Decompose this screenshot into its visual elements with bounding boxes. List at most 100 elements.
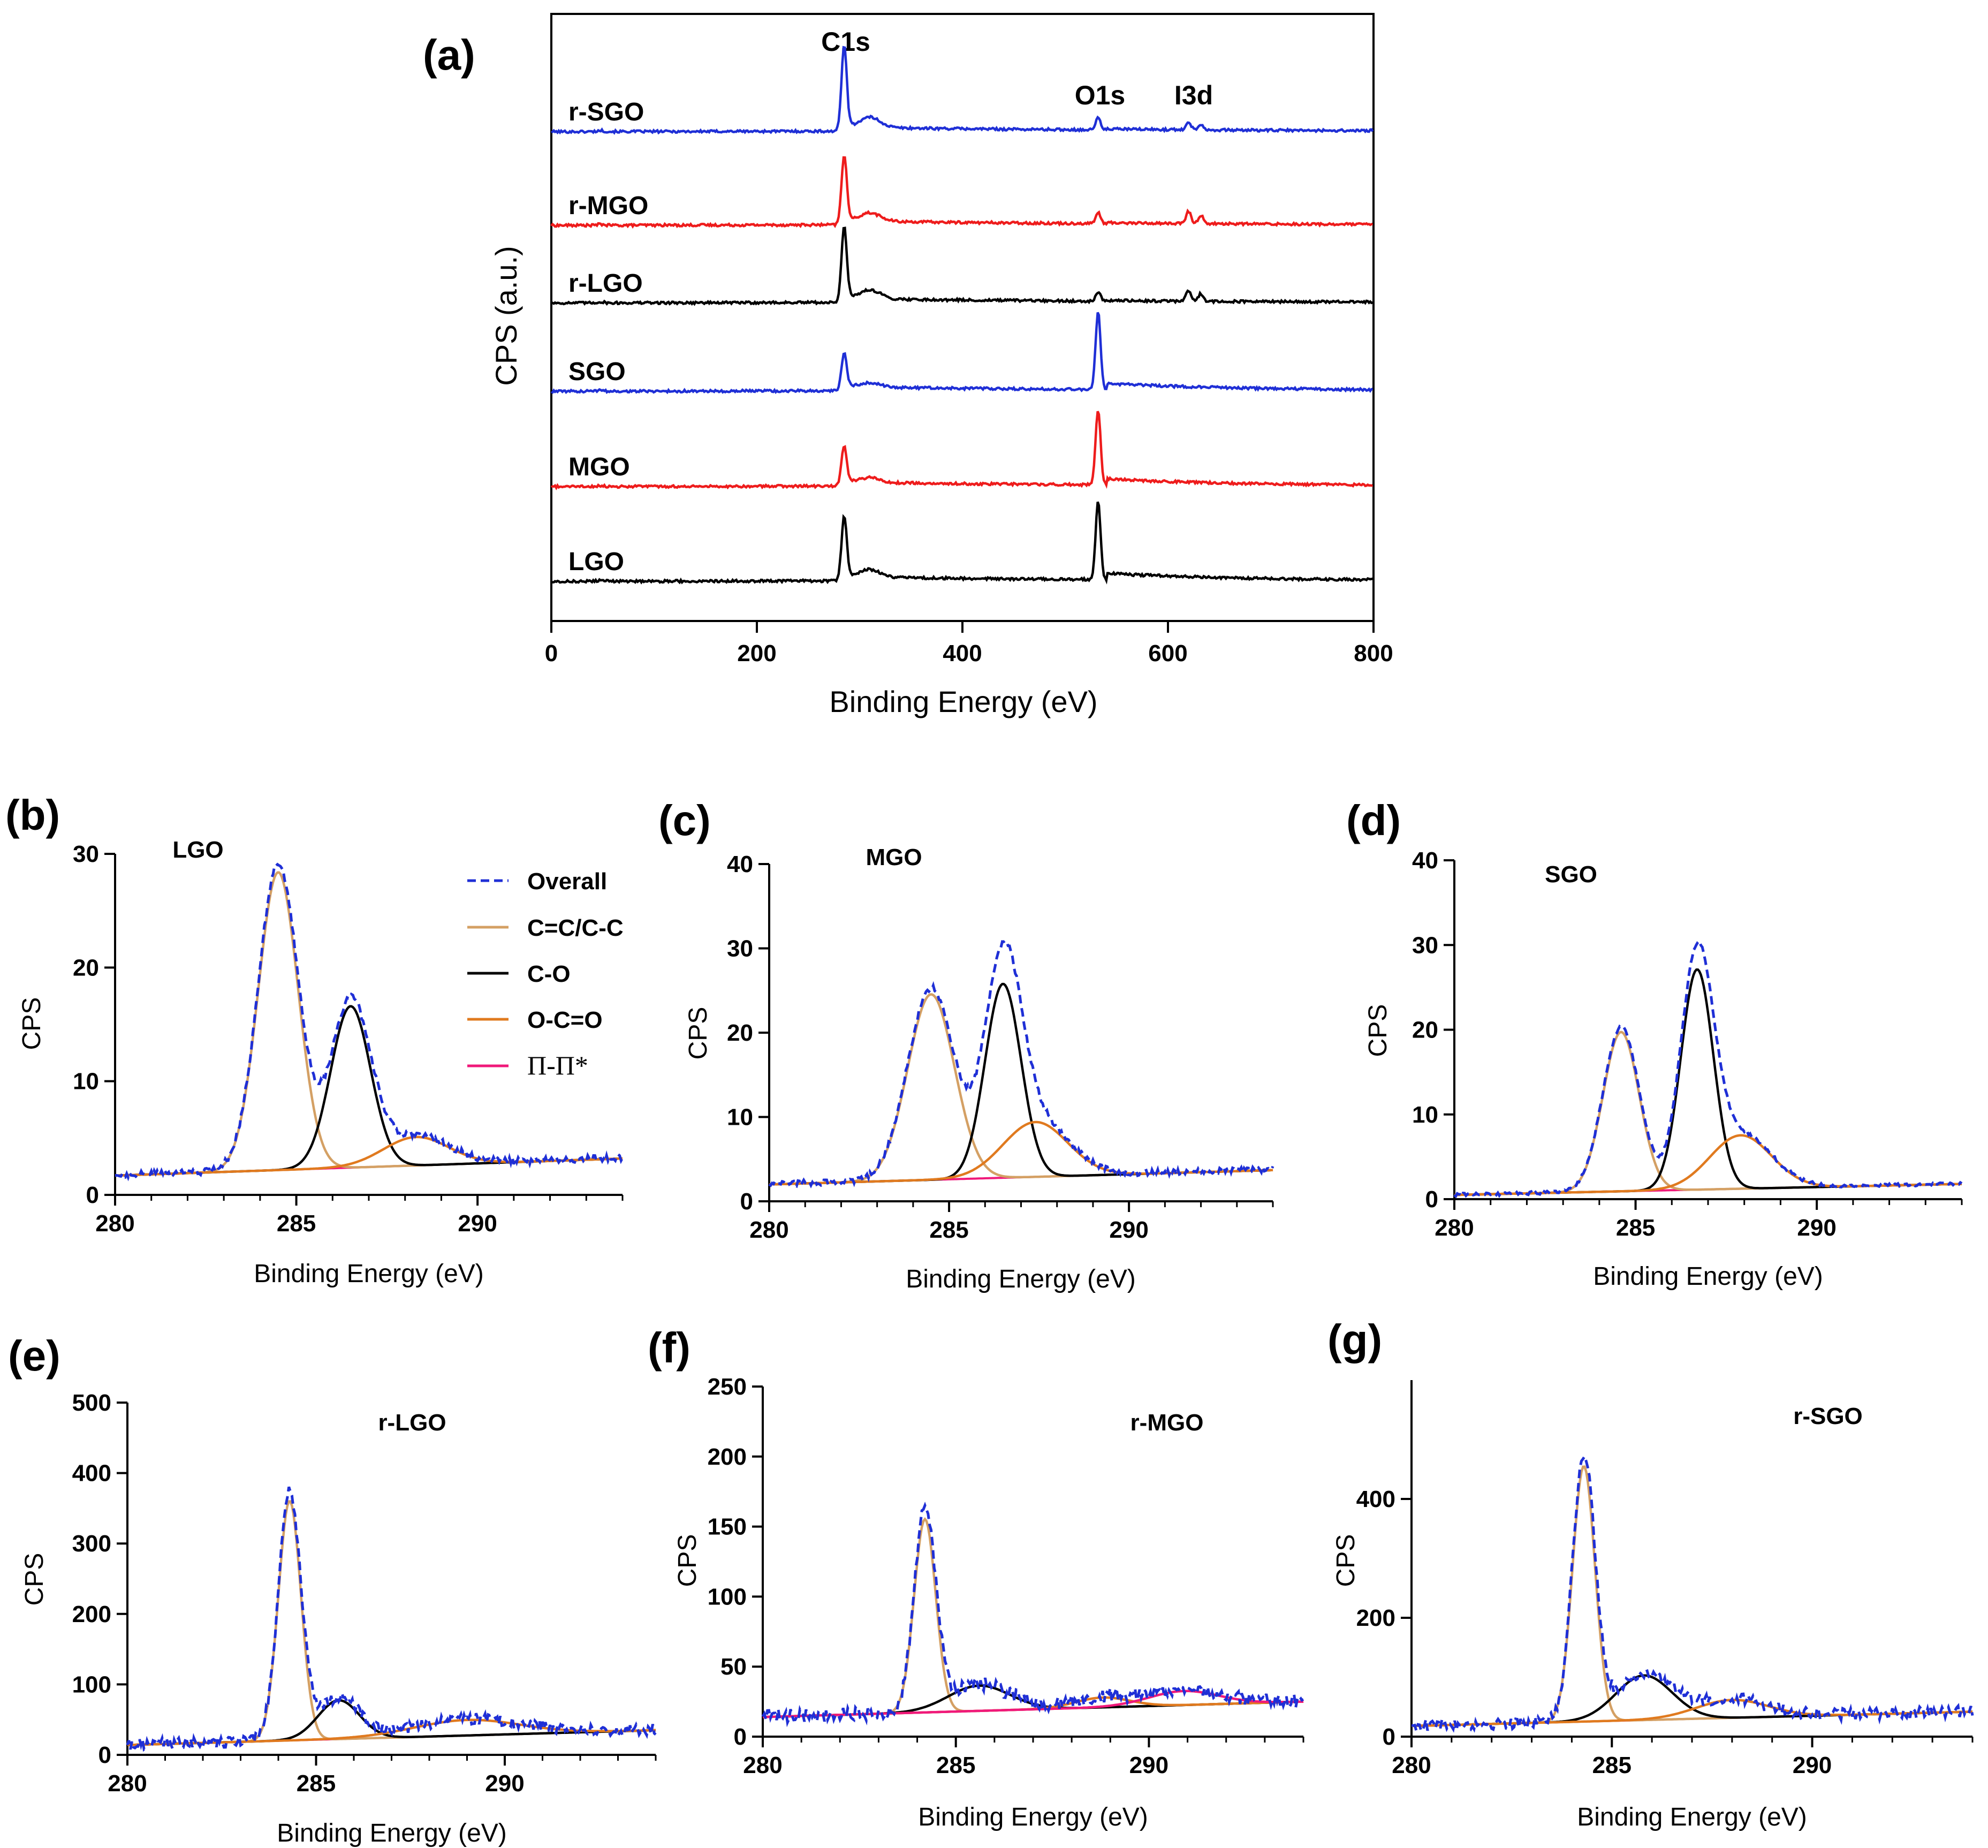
x-tick-label: 285 [277, 1210, 316, 1237]
legend: Overall C=C/C-C C-O O-C=O Π-Π* [467, 868, 624, 1080]
y-axis-label: CPS [673, 1534, 702, 1587]
sample-label-mgo: MGO [568, 453, 630, 481]
sample-title: MGO [866, 844, 922, 870]
x-tick-label: 280 [1435, 1215, 1474, 1241]
legend-label-pipi: Π-Π* [527, 1050, 588, 1080]
panel-d: 280 285 290 0 10 20 30 40 Binding Energy (eV) CPS… [1346, 797, 1963, 1291]
overall-line [126, 1486, 657, 1754]
sample-title: SGO [1545, 861, 1597, 888]
sample-title: r-SGO [1793, 1403, 1863, 1429]
y-tick-label: 0 [740, 1188, 753, 1215]
y-axis-label: CPS [20, 1553, 49, 1606]
sample-title: r-MGO [1130, 1410, 1204, 1436]
sample-title: r-LGO [378, 1410, 446, 1436]
sample-label-sgo: SGO [568, 358, 626, 386]
panel-label: (c) [658, 797, 711, 844]
x-tick-label: 400 [943, 640, 982, 667]
legend-label-occo: O-C=O [527, 1007, 603, 1033]
y-tick-label: 50 [720, 1654, 747, 1680]
peak-label-o1s: O1s [1075, 80, 1126, 110]
y-tick-label: 400 [1356, 1486, 1395, 1512]
y-tick-label: 20 [73, 955, 99, 981]
overall-line [761, 1502, 1304, 1728]
legend-label-overall: Overall [527, 868, 607, 895]
overall-line [768, 938, 1274, 1190]
y-tick-label: 500 [72, 1390, 111, 1416]
y-axis-label: CPS (a.u.) [489, 246, 523, 385]
y-axis-label: CPS [18, 997, 46, 1050]
legend-label-cc: C=C/C-C [527, 915, 624, 941]
x-axis-label: Binding Energy (eV) [829, 685, 1097, 718]
y-tick-label: 400 [72, 1460, 111, 1487]
y-tick-label: 0 [1425, 1186, 1438, 1213]
spectrum-line-r-mgo [550, 156, 1374, 229]
y-tick-label: 40 [727, 851, 753, 877]
y-tick-label: 200 [72, 1601, 111, 1627]
spectrum-line-sgo [551, 312, 1374, 395]
x-axis-label: Binding Energy (eV) [1577, 1803, 1807, 1831]
x-axis-label: Binding Energy (eV) [1593, 1262, 1823, 1291]
y-tick-label: 10 [73, 1069, 99, 1095]
panel-label: (g) [1327, 1316, 1382, 1364]
x-tick-label: 280 [1392, 1752, 1431, 1778]
y-tick-label: 10 [1412, 1102, 1438, 1128]
x-axis-label: Binding Energy (eV) [277, 1819, 507, 1847]
sample-title: LGO [172, 837, 223, 863]
x-tick-label: 285 [1616, 1215, 1655, 1241]
y-tick-label: 30 [1412, 932, 1438, 958]
y-tick-label: 0 [98, 1742, 111, 1768]
sample-label-r-mgo: r-MGO [568, 192, 648, 220]
panel-label: (d) [1346, 797, 1401, 844]
overall-line [1411, 1453, 1974, 1736]
x-axis-label: Binding Energy (eV) [906, 1265, 1136, 1293]
legend-label-co: C-O [527, 961, 571, 987]
x-tick-label: 600 [1148, 640, 1187, 667]
x-tick-label: 290 [1793, 1752, 1832, 1778]
spectrum-line-r-lgo [551, 226, 1374, 306]
y-tick-label: 20 [727, 1020, 753, 1046]
x-axis-label: Binding Energy (eV) [918, 1803, 1148, 1831]
x-tick-label: 285 [936, 1752, 975, 1778]
x-tick-label: 290 [458, 1210, 497, 1237]
overall-line [1453, 938, 1963, 1199]
x-tick-label: 290 [1129, 1752, 1168, 1778]
x-tick-label: 290 [1109, 1217, 1148, 1243]
spectrum-line-lgo [551, 501, 1374, 585]
y-axis-label: CPS [1364, 1004, 1392, 1057]
x-tick-label: 280 [108, 1770, 147, 1797]
y-axis-label: CPS [1332, 1534, 1360, 1587]
y-axis-label: CPS [684, 1007, 712, 1060]
y-tick-label: 0 [86, 1182, 99, 1208]
x-tick-label: 285 [297, 1770, 336, 1797]
y-tick-label: 200 [708, 1444, 747, 1470]
peak-label-i3d: I3d [1174, 80, 1213, 110]
x-axis-label: Binding Energy (eV) [254, 1260, 484, 1288]
panel-label: (e) [8, 1332, 60, 1380]
panel-label: (b) [5, 791, 60, 839]
panel-a: 0 200 400 600 800 Binding Energy (eV) CPS (a.u… [423, 13, 1393, 718]
sample-label-r-sgo: r-SGO [568, 98, 644, 126]
y-tick-label: 0 [734, 1724, 747, 1750]
y-tick-label: 100 [708, 1584, 747, 1610]
x-tick-label: 800 [1354, 640, 1393, 667]
y-tick-label: 40 [1412, 847, 1438, 874]
panel-e: 280 285 290 0 100 200 300 400 500 Binding Energy … [8, 1332, 657, 1847]
y-tick-label: 150 [708, 1514, 747, 1540]
sample-label-r-lgo: r-LGO [568, 269, 643, 298]
y-tick-label: 20 [1412, 1017, 1438, 1043]
y-tick-label: 250 [708, 1374, 747, 1400]
panel-label: (f) [648, 1324, 691, 1372]
x-tick-label: 290 [1797, 1215, 1836, 1241]
x-tick-label: 280 [743, 1752, 782, 1778]
panel-label: (a) [423, 31, 475, 79]
sample-label-lgo: LGO [568, 548, 624, 576]
y-tick-label: 30 [73, 841, 99, 867]
x-tick-label: 280 [95, 1210, 134, 1237]
y-tick-label: 30 [727, 936, 753, 962]
panel-c: 280 285 290 0 10 20 30 40 Binding Energy (eV) CPS… [658, 797, 1274, 1293]
x-tick-label: 285 [1592, 1752, 1632, 1778]
panel-b: 280 285 290 0 10 20 30 Binding Energy (eV) CPS (b… [5, 791, 624, 1288]
y-tick-label: 300 [72, 1531, 111, 1557]
y-tick-label: 10 [727, 1104, 753, 1131]
